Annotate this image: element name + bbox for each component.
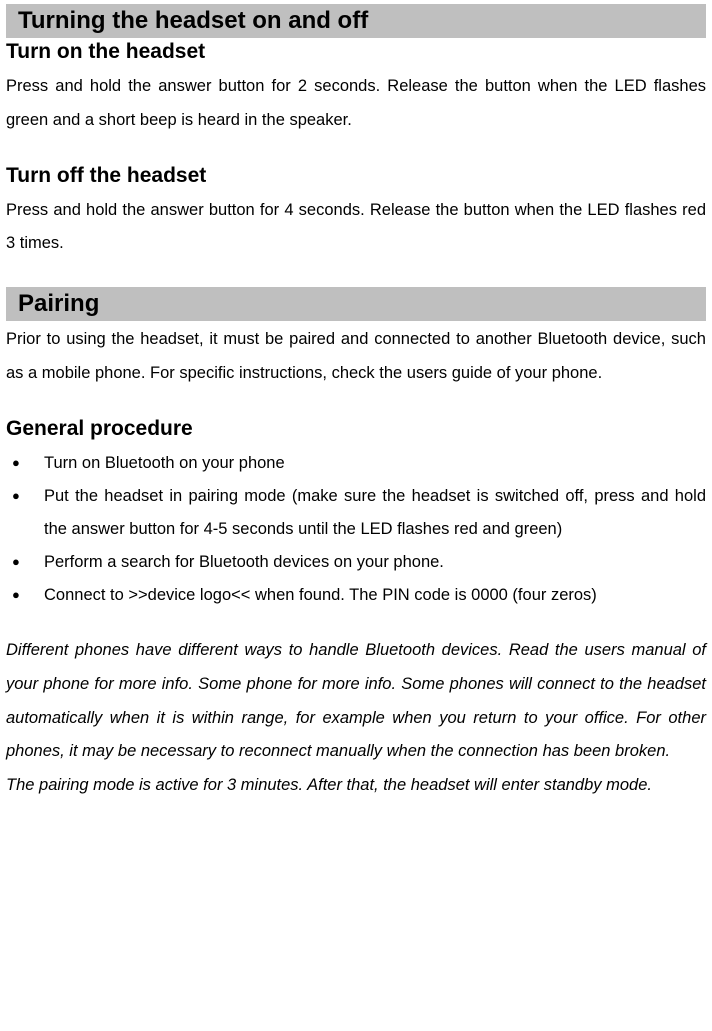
note-pairing-mode: The pairing mode is active for 3 minutes… — [6, 769, 706, 803]
section-banner-pairing: Pairing — [6, 287, 706, 321]
section-banner-turning: Turning the headset on and off — [6, 4, 706, 38]
para-turn-off: Press and hold the answer button for 4 s… — [6, 194, 706, 262]
subheading-general-procedure: General procedure — [6, 417, 706, 441]
para-turn-on: Press and hold the answer button for 2 s… — [6, 70, 706, 138]
list-item: Connect to >>device logo<< when found. T… — [6, 579, 706, 612]
procedure-list: Turn on Bluetooth on your phone Put the … — [6, 447, 706, 612]
subheading-turn-off: Turn off the headset — [6, 164, 706, 188]
list-item: Put the headset in pairing mode (make su… — [6, 480, 706, 546]
subheading-turn-on: Turn on the headset — [6, 40, 706, 64]
note-different-phones: Different phones have different ways to … — [6, 634, 706, 769]
list-item: Perform a search for Bluetooth devices o… — [6, 546, 706, 579]
list-item: Turn on Bluetooth on your phone — [6, 447, 706, 480]
para-pairing-intro: Prior to using the headset, it must be p… — [6, 323, 706, 391]
